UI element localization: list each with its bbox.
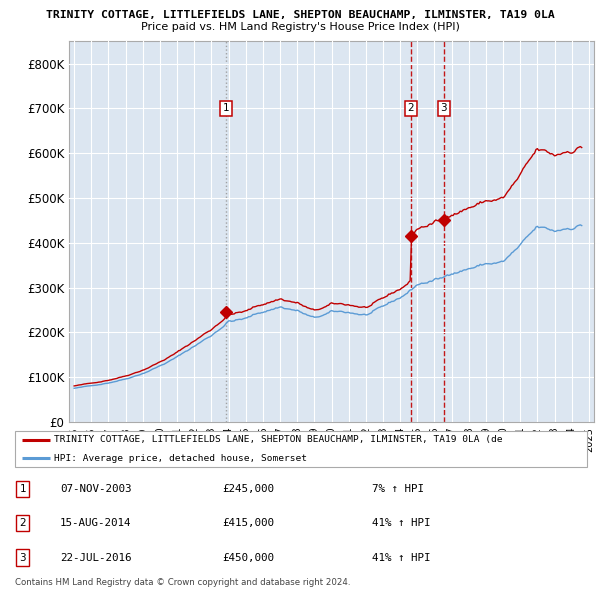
Text: 15-AUG-2014: 15-AUG-2014 xyxy=(60,519,131,528)
Text: Price paid vs. HM Land Registry's House Price Index (HPI): Price paid vs. HM Land Registry's House … xyxy=(140,22,460,32)
Text: Contains HM Land Registry data © Crown copyright and database right 2024.: Contains HM Land Registry data © Crown c… xyxy=(15,578,350,586)
Text: 41% ↑ HPI: 41% ↑ HPI xyxy=(372,519,431,528)
Text: 2: 2 xyxy=(407,103,414,113)
FancyBboxPatch shape xyxy=(15,431,587,467)
Text: TRINITY COTTAGE, LITTLEFIELDS LANE, SHEPTON BEAUCHAMP, ILMINSTER, TA19 0LA (de: TRINITY COTTAGE, LITTLEFIELDS LANE, SHEP… xyxy=(53,435,502,444)
Text: 3: 3 xyxy=(19,553,26,562)
Text: 22-JUL-2016: 22-JUL-2016 xyxy=(60,553,131,562)
Text: 3: 3 xyxy=(440,103,447,113)
Text: £450,000: £450,000 xyxy=(222,553,274,562)
Text: HPI: Average price, detached house, Somerset: HPI: Average price, detached house, Some… xyxy=(53,454,307,463)
Text: 2: 2 xyxy=(19,519,26,528)
Text: 41% ↑ HPI: 41% ↑ HPI xyxy=(372,553,431,562)
Text: 1: 1 xyxy=(223,103,229,113)
Text: £245,000: £245,000 xyxy=(222,484,274,494)
Text: TRINITY COTTAGE, LITTLEFIELDS LANE, SHEPTON BEAUCHAMP, ILMINSTER, TA19 0LA: TRINITY COTTAGE, LITTLEFIELDS LANE, SHEP… xyxy=(46,10,554,20)
Text: 1: 1 xyxy=(19,484,26,494)
Text: 7% ↑ HPI: 7% ↑ HPI xyxy=(372,484,424,494)
Text: £415,000: £415,000 xyxy=(222,519,274,528)
Text: 07-NOV-2003: 07-NOV-2003 xyxy=(60,484,131,494)
